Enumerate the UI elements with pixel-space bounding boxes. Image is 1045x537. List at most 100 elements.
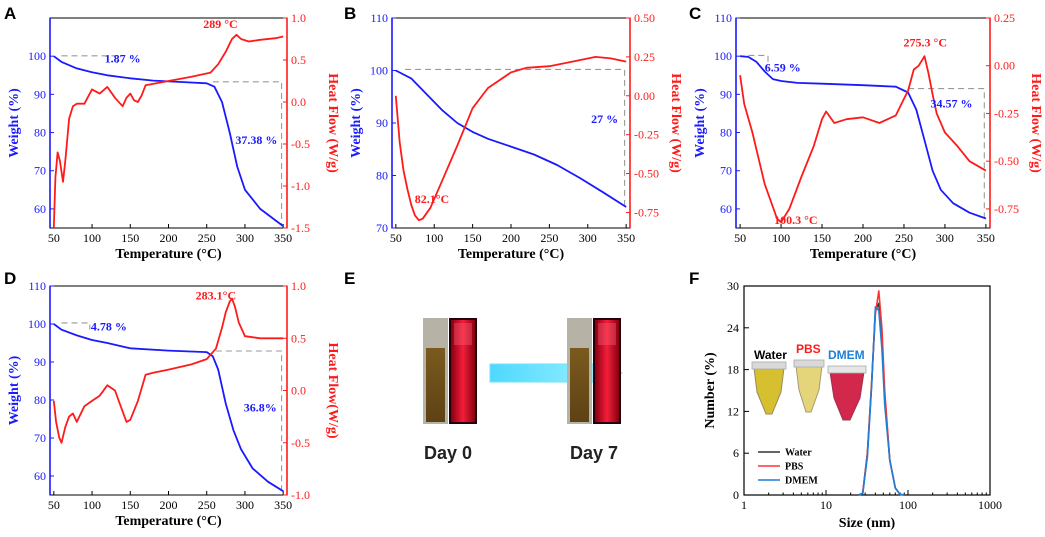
x-tick-label: 350 [274, 498, 292, 512]
y-tick-label: 90 [376, 116, 388, 130]
x-axis-title: Temperature (°C) [458, 247, 565, 262]
y2-tick-label: -0.25 [634, 128, 659, 142]
x-tick-label: 350 [617, 231, 635, 245]
mass-loss-step-dash [212, 81, 283, 225]
mass-loss-step-dash [61, 55, 118, 64]
panel-f-tube-inset: Water PBS DMEM [751, 342, 867, 421]
y-tick-label: 100 [370, 64, 388, 78]
x-tick-label: 10 [820, 498, 832, 512]
y2-tick-label: 0.00 [634, 89, 655, 103]
tube-label-pbs: PBS [796, 342, 821, 356]
y-axis-title: Weight (%) [349, 88, 364, 158]
annotation-label: 34.57 % [930, 97, 972, 111]
annotation-label: 1.87 % [105, 52, 141, 66]
x-tick-label: 100 [899, 498, 917, 512]
y-tick-label: 80 [720, 126, 732, 140]
x-tick-label: 50 [390, 231, 402, 245]
y-axis-title: Weight (%) [7, 355, 22, 425]
y2-tick-label: -0.50 [994, 154, 1019, 168]
panel-letter-a: A [4, 4, 16, 23]
weight-series-line [53, 323, 284, 492]
x-tick-label: 300 [579, 231, 597, 245]
y-tick-label: 6 [733, 446, 739, 460]
panel-letter-f: F [689, 269, 699, 288]
y-tick-label: 70 [720, 164, 732, 178]
day-0-label: Day 0 [424, 443, 472, 463]
x-tick-label: 50 [48, 231, 60, 245]
y-tick-label: 60 [34, 202, 46, 216]
annotation-label: 275.3 °C [904, 36, 947, 50]
y2-tick-label: 0.25 [994, 11, 1015, 25]
annotation-label: 289 °C [203, 17, 237, 31]
y2-tick-label: -0.5 [291, 436, 310, 450]
x-tick-label: 200 [854, 231, 872, 245]
y2-tick-label: -1.0 [291, 179, 310, 193]
weight-series-line [740, 55, 987, 220]
x-tick-label: 1 [741, 498, 747, 512]
y2-tick-label: 1.0 [291, 279, 306, 293]
x-tick-label: 250 [895, 231, 913, 245]
x-tick-label: 100 [83, 231, 101, 245]
tube-water [751, 361, 787, 415]
x-tick-label: 300 [236, 231, 254, 245]
vial-meniscus-day0 [454, 323, 472, 345]
x-tick-label: 200 [160, 498, 178, 512]
x-axis-title: Temperature (°C) [115, 247, 222, 262]
y2-axis-title: Heat Flow (W/g) [325, 73, 340, 173]
weight-series-line [53, 55, 284, 227]
tga-dsc-chart-a: 50 100 150 200 250 300 350 60 70 80 90 100 -1.5 -1.0 -… [7, 11, 340, 262]
heat-flow-series-line [394, 56, 627, 222]
y2-tick-label: 1.0 [291, 11, 306, 25]
x-tick-label: 150 [464, 231, 482, 245]
y-axis-title: Weight (%) [7, 88, 22, 158]
day-7-label: Day 7 [570, 443, 618, 463]
annotation-label: 82.1°C [415, 192, 449, 206]
annotation-label: 283.1°C [196, 289, 236, 303]
y-axis-title: Number (%) [703, 352, 718, 429]
x-tick-label: 350 [977, 231, 995, 245]
y-tick-label: 70 [376, 221, 388, 235]
annotation-label: 6.59 % [765, 60, 801, 74]
plot-frame [735, 17, 991, 229]
y-tick-label: 80 [34, 126, 46, 140]
heat-flow-series-line [739, 55, 987, 224]
x-axis-title: Size (nm) [839, 516, 896, 531]
x-axis-title: Temperature (°C) [115, 514, 222, 529]
tube-label-dmem: DMEM [828, 348, 865, 362]
y2-axis-title: Heat Flow(W/g) [325, 342, 340, 438]
y-tick-label: 90 [34, 355, 46, 369]
x-tick-label: 100 [772, 231, 790, 245]
y-axis-title: Weight (%) [693, 88, 708, 158]
tube-pbs [793, 359, 825, 413]
panel-letter-b: B [344, 4, 356, 23]
x-tick-label: 300 [936, 231, 954, 245]
legend-label-water: Water [785, 448, 812, 459]
panel-letter-d: D [4, 269, 16, 288]
vial-photo-day0 [423, 318, 477, 424]
y-tick-label: 110 [370, 11, 388, 25]
size-series-dmem [858, 306, 905, 496]
tga-dsc-chart-b: 50 100 150 200 250 300 350 70 80 90 100 110 -0.75 -0.… [349, 11, 683, 262]
y-tick-label: 80 [34, 393, 46, 407]
vial-red-glow-day7 [595, 320, 619, 422]
y2-tick-label: 0.00 [994, 59, 1015, 73]
tube-dmem [827, 365, 867, 421]
panel-letter-c: C [689, 4, 701, 23]
y-tick-label: 90 [720, 87, 732, 101]
y-tick-label: 60 [34, 469, 46, 483]
panel-letter-e: E [344, 269, 355, 288]
x-tick-label: 150 [813, 231, 831, 245]
vial-photo-day7 [567, 318, 621, 424]
dls-size-chart-f: 1 10 100 1000 0 6 12 18 24 30 Size (nm) Number (%) W… [703, 279, 1002, 531]
vial-meniscus-day7 [598, 323, 616, 345]
x-tick-label: 350 [274, 231, 292, 245]
y-tick-label: 70 [34, 431, 46, 445]
x-axis-title: Temperature (°C) [810, 247, 917, 262]
mass-loss-step-dash [215, 350, 283, 490]
mass-loss-step-dash [908, 88, 985, 219]
y-tick-label: 100 [28, 49, 46, 63]
y-tick-label: 24 [727, 321, 739, 335]
annotation-label: 4.78 % [91, 319, 127, 333]
y2-tick-label: -0.25 [994, 106, 1019, 120]
tga-dsc-chart-d: 50 100 150 200 250 300 350 60 70 80 90 100 110 -1.0 -0… [7, 279, 340, 529]
